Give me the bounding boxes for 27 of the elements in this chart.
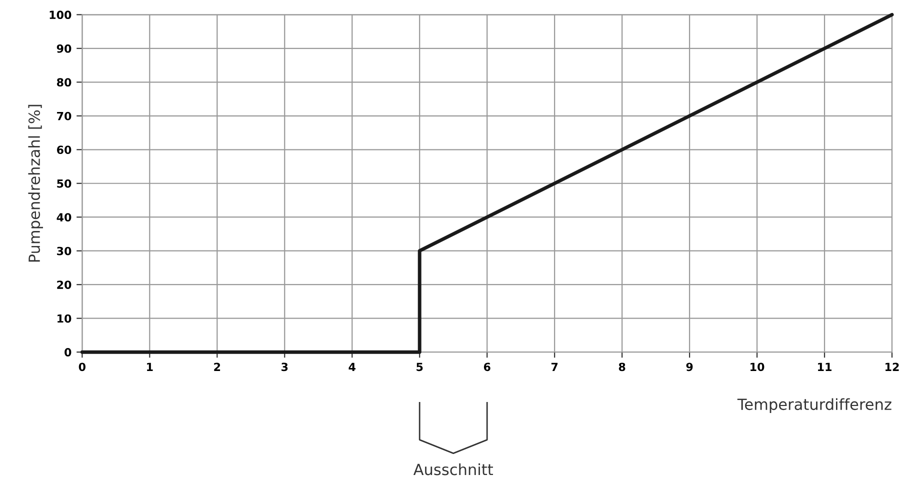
x-tick-label: 4 xyxy=(348,362,356,371)
x-tick-label: 10 xyxy=(750,362,764,372)
y-tick-label: 20 xyxy=(57,280,72,289)
x-tick-label: 3 xyxy=(282,362,288,372)
x-tick-label: 1 xyxy=(147,362,153,371)
x-tick-label: 11 xyxy=(818,362,832,371)
y-tick-label: 70 xyxy=(57,112,72,120)
y-tick-label: 80 xyxy=(56,78,72,87)
y-axis-title: Pumpendrehzahl [%] xyxy=(28,104,44,262)
x-tick-label: 7 xyxy=(551,362,558,371)
y-tick-label: 100 xyxy=(50,10,72,20)
x-tick-label: 0 xyxy=(78,362,86,372)
x-tick-label: 2 xyxy=(214,362,220,371)
y-tick-label: 10 xyxy=(58,314,72,323)
y-tick-label: 0 xyxy=(64,348,72,356)
y-tick-label: 50 xyxy=(57,179,72,188)
x-tick-label: 5 xyxy=(416,362,423,372)
x-tick-label: 9 xyxy=(686,362,693,372)
y-tick-label: 40 xyxy=(56,213,72,222)
x-tick-label: 6 xyxy=(484,362,490,372)
text: Ausschnitt xyxy=(413,463,493,476)
x-tick-label: 8 xyxy=(618,362,626,372)
x-axis-title: Temperaturdifferenz xyxy=(737,398,892,414)
y-tick-label: 60 xyxy=(56,146,72,154)
y-tick-label: 90 xyxy=(56,44,72,53)
y-tick-label: 30 xyxy=(57,246,72,256)
x-tick-label: 12 xyxy=(886,362,899,371)
